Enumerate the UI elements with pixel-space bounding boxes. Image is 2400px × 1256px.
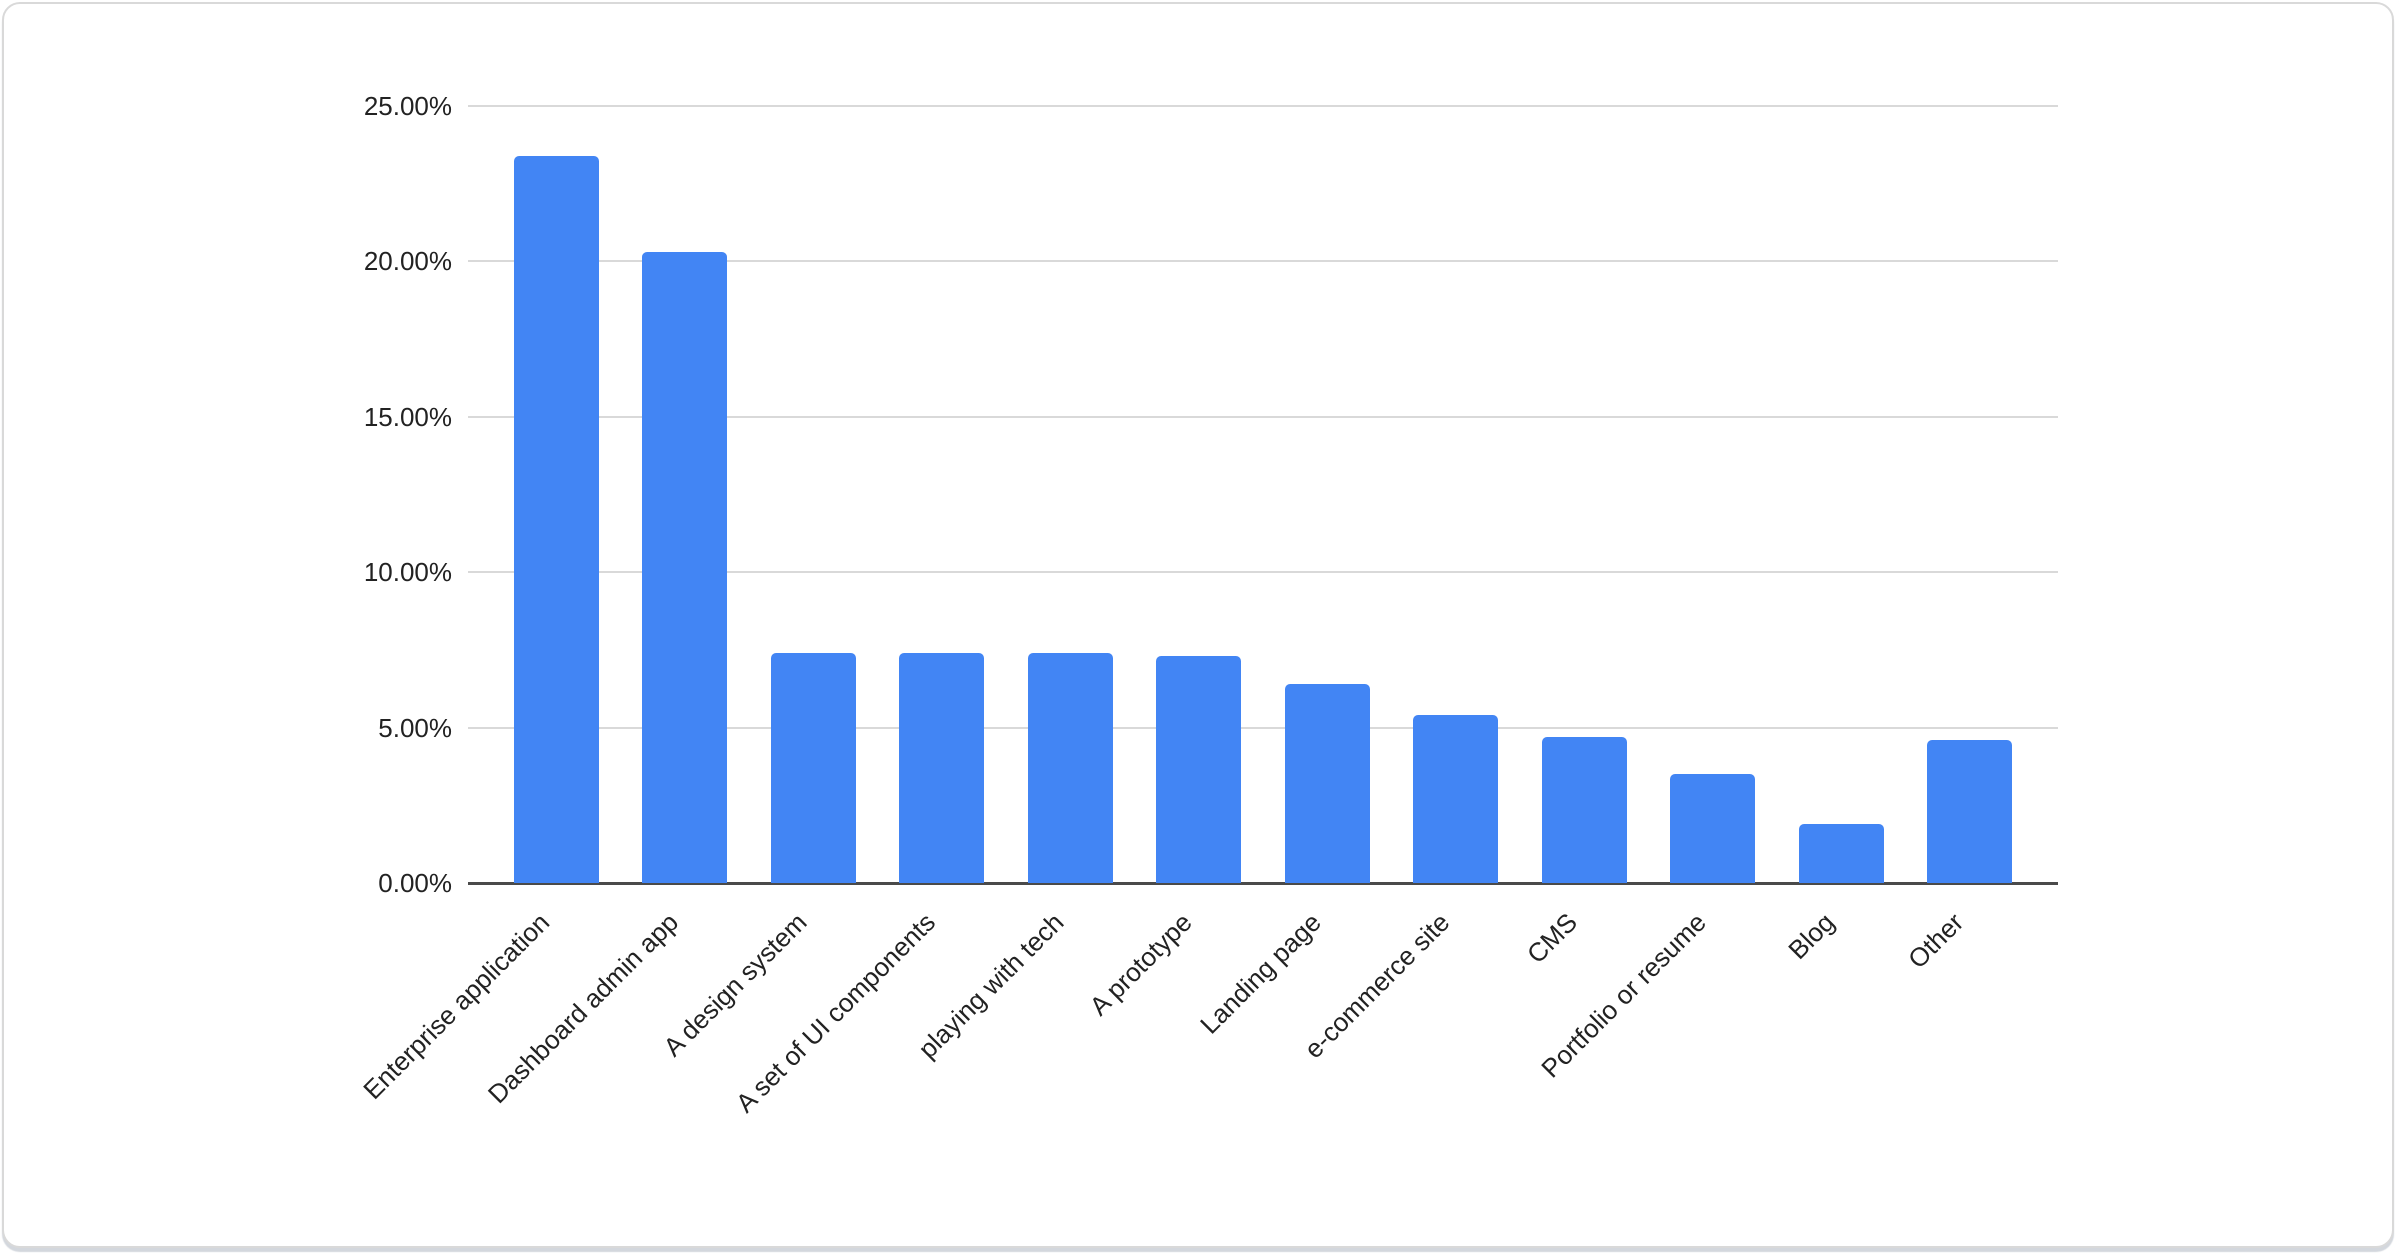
- x-axis-category-label: Other: [1901, 907, 1969, 975]
- x-axis-category-label: CMS: [1521, 907, 1584, 970]
- x-axis-category-label: Landing page: [1193, 907, 1327, 1040]
- chart-bar[interactable]: [513, 155, 599, 883]
- gridline: [468, 726, 2058, 729]
- chart-bar[interactable]: [1413, 715, 1499, 883]
- y-axis-tick-label: 25.00%: [363, 91, 452, 121]
- chart-bar[interactable]: [1670, 774, 1756, 883]
- chart-bar[interactable]: [1284, 684, 1370, 883]
- x-axis-category-label: Blog: [1782, 907, 1841, 966]
- gridline: [468, 571, 2058, 574]
- chart-bar[interactable]: [1798, 823, 1884, 883]
- y-axis-tick-label: 15.00%: [363, 401, 452, 432]
- chart-bar[interactable]: [642, 252, 728, 883]
- y-axis-tick-label: 5.00%: [378, 712, 452, 743]
- chart-bar[interactable]: [1027, 653, 1113, 883]
- gridline: [468, 105, 2058, 107]
- y-axis-tick-label: 0.00%: [378, 868, 452, 898]
- gridline: [468, 415, 2058, 418]
- gridline: [468, 260, 2058, 263]
- chart-bar[interactable]: [1927, 740, 2013, 883]
- chart-bar[interactable]: [899, 653, 985, 883]
- chart-bar[interactable]: [1156, 656, 1242, 883]
- x-axis-category-label: A prototype: [1083, 907, 1198, 1022]
- x-axis-line: [468, 882, 2058, 885]
- y-axis-tick-label: 20.00%: [363, 246, 452, 277]
- chart-bar[interactable]: [1541, 736, 1627, 883]
- chart-bar[interactable]: [770, 653, 856, 883]
- y-axis-tick-label: 10.00%: [363, 557, 452, 588]
